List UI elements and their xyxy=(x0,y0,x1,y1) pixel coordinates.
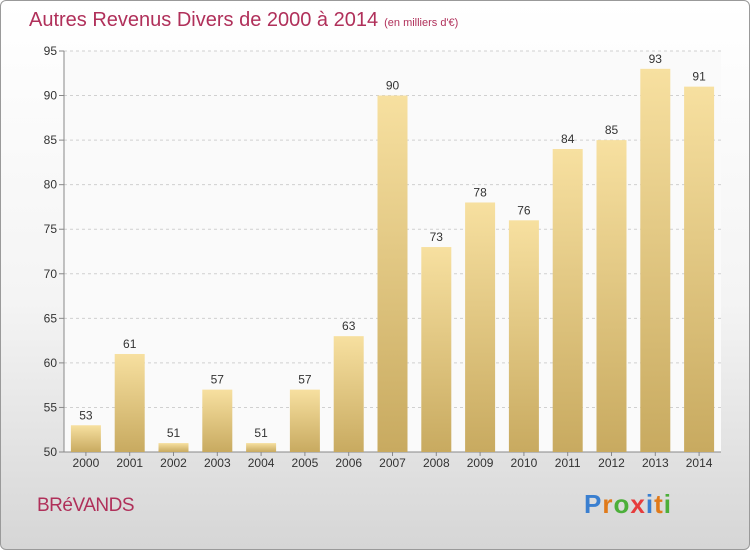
x-tick-label: 2005 xyxy=(292,456,319,470)
data-label: 85 xyxy=(605,123,619,137)
bar xyxy=(202,389,233,452)
commune-name: BRéVANDS xyxy=(37,495,135,516)
bar xyxy=(508,220,539,452)
x-tick-label: 2009 xyxy=(467,456,494,470)
y-tick-label: 95 xyxy=(44,44,58,58)
logo-letter: t xyxy=(654,489,664,519)
data-label: 51 xyxy=(167,426,181,440)
y-tick-label: 80 xyxy=(44,178,58,192)
data-label: 78 xyxy=(473,185,487,199)
proxiti-logo: Proxiti xyxy=(584,489,672,520)
x-tick-label: 2003 xyxy=(204,456,231,470)
bar xyxy=(158,443,189,452)
bar xyxy=(465,202,496,452)
data-label: 91 xyxy=(692,70,706,84)
x-tick-label: 2006 xyxy=(335,456,362,470)
bar xyxy=(596,140,627,452)
bar xyxy=(333,336,364,452)
bar xyxy=(70,425,101,452)
y-tick-label: 70 xyxy=(44,267,58,281)
logo-letter: P xyxy=(584,489,603,519)
data-label: 93 xyxy=(649,52,663,66)
x-tick-label: 2013 xyxy=(642,456,669,470)
y-tick-label: 50 xyxy=(44,445,58,459)
data-label: 57 xyxy=(298,373,312,387)
x-tick-label: 2008 xyxy=(423,456,450,470)
data-label: 51 xyxy=(254,426,268,440)
chart-title-unit: (en milliers d'€) xyxy=(384,17,459,29)
x-tick-label: 2001 xyxy=(116,456,143,470)
bar xyxy=(246,443,277,452)
data-label: 73 xyxy=(430,230,444,244)
y-tick-label: 55 xyxy=(44,400,58,414)
bar xyxy=(640,68,671,453)
y-tick-label: 85 xyxy=(44,133,58,147)
data-label: 90 xyxy=(386,79,400,93)
data-label: 63 xyxy=(342,319,356,333)
bar xyxy=(421,247,452,452)
bar xyxy=(377,95,408,453)
logo-letter: o xyxy=(613,489,631,519)
y-tick-label: 75 xyxy=(44,222,58,236)
logo-letter: i xyxy=(663,489,672,519)
bar xyxy=(289,389,320,452)
y-tick-label: 60 xyxy=(44,356,58,370)
x-tick-label: 2010 xyxy=(511,456,538,470)
data-label: 61 xyxy=(123,337,137,351)
x-tick-label: 2011 xyxy=(555,456,581,470)
x-tick-label: 2000 xyxy=(73,456,100,470)
data-label: 76 xyxy=(517,203,531,217)
logo-letter: r xyxy=(602,489,614,519)
chart-title: Autres Revenus Divers de 2000 à 2014 (en … xyxy=(29,9,458,32)
bar xyxy=(552,149,583,452)
x-tick-label: 2004 xyxy=(248,456,275,470)
x-tick-label: 2014 xyxy=(686,456,713,470)
y-tick-label: 65 xyxy=(44,311,58,325)
x-tick-label: 2012 xyxy=(598,456,625,470)
x-tick-label: 2002 xyxy=(160,456,187,470)
logo-letter: i xyxy=(645,489,655,519)
bar xyxy=(114,353,145,452)
data-label: 57 xyxy=(211,373,225,387)
chart-title-main: Autres Revenus Divers de 2000 à 2014 xyxy=(29,9,379,31)
x-tick-label: 2007 xyxy=(379,456,406,470)
data-label: 84 xyxy=(561,132,575,146)
bar xyxy=(684,86,715,453)
y-tick-label: 90 xyxy=(44,89,58,103)
logo-letter: x xyxy=(630,489,646,519)
data-label: 53 xyxy=(79,408,93,422)
